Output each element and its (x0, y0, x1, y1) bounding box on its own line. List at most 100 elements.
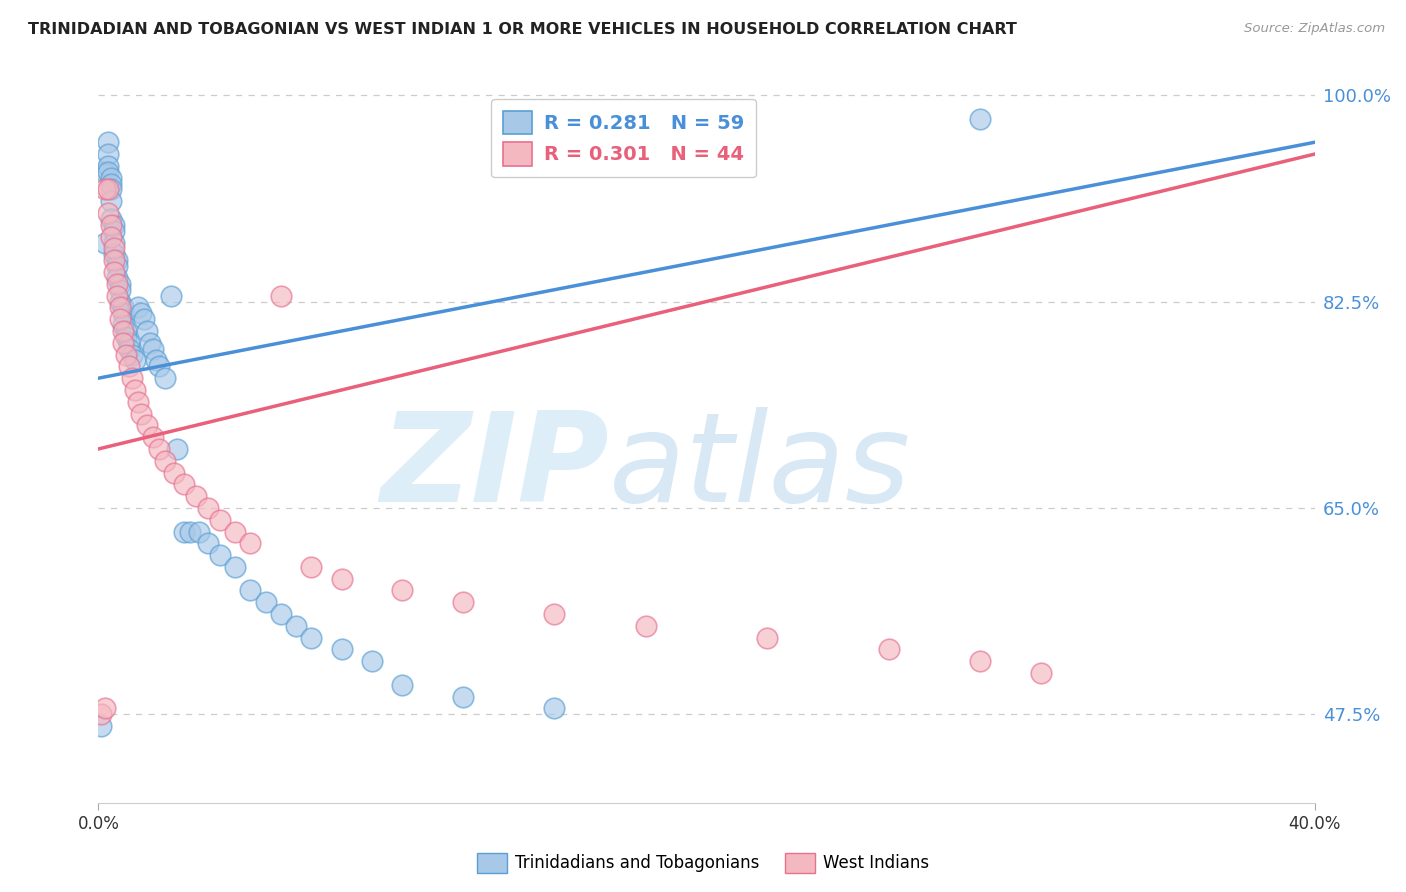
Point (100, 194, 122, 209)
Point (224, 524, 246, 539)
Point (124, 383, 146, 397)
Point (239, 536, 262, 550)
Point (391, 678, 413, 692)
Point (197, 500, 219, 515)
Point (108, 301, 131, 315)
Point (224, 560, 246, 574)
Point (114, 348, 136, 362)
Point (132, 312, 155, 326)
Point (121, 348, 143, 362)
Point (299, 631, 322, 645)
Point (121, 371, 143, 385)
Point (391, 583, 413, 598)
Point (96, 206, 118, 220)
Point (96, 182, 118, 196)
Text: atlas: atlas (609, 407, 911, 528)
Point (145, 353, 167, 368)
Point (118, 359, 141, 374)
Point (239, 583, 262, 598)
Point (105, 253, 128, 268)
Point (1029, 666, 1052, 681)
Point (361, 654, 384, 668)
Point (103, 242, 125, 256)
Point (285, 619, 308, 633)
Point (100, 170, 122, 185)
Point (105, 271, 128, 285)
Point (155, 371, 177, 385)
Point (197, 536, 219, 550)
Point (103, 265, 125, 279)
Point (173, 524, 195, 539)
Point (93, 165, 115, 179)
Point (114, 330, 136, 344)
Point (330, 642, 353, 657)
Point (96, 136, 118, 150)
Point (139, 335, 162, 350)
Point (148, 442, 170, 456)
Point (142, 430, 165, 444)
Point (118, 335, 141, 350)
Text: TRINIDADIAN AND TOBAGONIAN VS WEST INDIAN 1 OR MORE VEHICLES IN HOUSEHOLD CORREL: TRINIDADIAN AND TOBAGONIAN VS WEST INDIA… (28, 22, 1017, 37)
Point (103, 218, 125, 232)
Point (111, 301, 134, 315)
Point (118, 342, 141, 356)
Point (93, 701, 115, 715)
Point (299, 560, 322, 574)
Point (103, 247, 125, 261)
Point (90, 719, 112, 733)
Point (969, 654, 991, 668)
Point (155, 454, 177, 468)
Text: ZIP: ZIP (381, 407, 609, 528)
Point (127, 394, 149, 409)
Point (166, 442, 188, 456)
Legend: R = 0.281   N = 59, R = 0.301   N = 44: R = 0.281 N = 59, R = 0.301 N = 44 (491, 99, 755, 178)
Point (136, 324, 159, 338)
Point (100, 218, 122, 232)
Text: Source: ZipAtlas.com: Source: ZipAtlas.com (1244, 22, 1385, 36)
Point (179, 524, 201, 539)
Point (173, 477, 195, 491)
Point (105, 259, 128, 273)
Point (100, 182, 122, 196)
Point (453, 690, 475, 704)
Point (96, 165, 118, 179)
Legend: Trinidadians and Tobagonians, West Indians: Trinidadians and Tobagonians, West India… (470, 847, 936, 880)
Point (184, 489, 207, 503)
Point (160, 288, 183, 302)
Point (103, 224, 125, 238)
Point (90, 707, 112, 722)
Point (209, 513, 232, 527)
Point (543, 701, 565, 715)
Point (969, 112, 991, 126)
Point (111, 306, 134, 320)
Point (756, 631, 779, 645)
Point (453, 595, 475, 609)
Point (100, 211, 122, 226)
Point (103, 253, 125, 268)
Point (111, 335, 134, 350)
Point (93, 182, 115, 196)
Point (270, 607, 292, 621)
Point (96, 147, 118, 161)
Point (148, 359, 170, 374)
Point (103, 235, 125, 250)
Point (114, 324, 136, 338)
Point (100, 177, 122, 191)
Point (209, 548, 232, 562)
Point (108, 277, 131, 291)
Point (100, 229, 122, 244)
Point (108, 294, 131, 309)
Point (108, 312, 131, 326)
Point (111, 324, 134, 338)
Point (330, 572, 353, 586)
Point (136, 418, 159, 433)
Point (163, 466, 186, 480)
Point (254, 595, 277, 609)
Point (270, 288, 292, 302)
Point (108, 283, 131, 297)
Point (105, 288, 128, 302)
Point (96, 159, 118, 173)
Point (124, 353, 146, 368)
Point (142, 342, 165, 356)
Point (877, 642, 900, 657)
